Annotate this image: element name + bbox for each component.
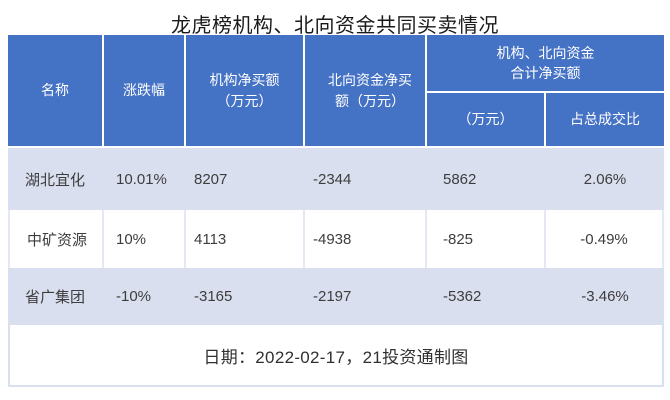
col-header-change: 涨跌幅 xyxy=(104,35,186,148)
change-cell: 10% xyxy=(104,210,186,268)
inst-net-buy-cell: 8207 xyxy=(186,148,305,210)
stock-name-cell: 中矿资源 xyxy=(8,210,104,268)
table-row: 省广集团 -10% -3165 -2197 -5362 -3.46% xyxy=(8,268,664,325)
footer-row: 日期：2022-02-17，21投资通制图 xyxy=(8,325,664,387)
combined-amount-cell: -825 xyxy=(427,210,546,268)
combined-amount-cell: -5362 xyxy=(427,268,546,325)
table-row: 中矿资源 10% 4113 -4938 -825 -0.49% xyxy=(8,210,664,268)
combined-ratio-cell: 2.06% xyxy=(546,148,664,210)
stock-name-cell: 湖北宜化 xyxy=(8,148,104,210)
col-header-inst-net-buy: 机构净买额 （万元） xyxy=(186,35,305,148)
table-row: 湖北宜化 10.01% 8207 -2344 5862 2.06% xyxy=(8,148,664,210)
combined-ratio-cell: -3.46% xyxy=(546,268,664,325)
stock-name-cell: 省广集团 xyxy=(8,268,104,325)
inst-net-buy-cell: -3165 xyxy=(186,268,305,325)
page-title: 龙虎榜机构、北向资金共同买卖情况 xyxy=(171,15,499,37)
north-net-buy-cell: -2344 xyxy=(305,148,427,210)
stock-flow-table: 名称 涨跌幅 机构净买额 （万元） 北向资金净买 额（万元） 机构、北向资金 合… xyxy=(8,35,664,387)
inst-net-buy-cell: 4113 xyxy=(186,210,305,268)
col-header-name: 名称 xyxy=(8,35,104,148)
north-net-buy-cell: -4938 xyxy=(305,210,427,268)
combined-ratio-cell: -0.49% xyxy=(546,210,664,268)
change-cell: 10.01% xyxy=(104,148,186,210)
col-header-combined-ratio: 占总成交比 xyxy=(546,93,664,148)
footer-note: 日期：2022-02-17，21投资通制图 xyxy=(8,325,664,387)
col-header-north-net-buy: 北向资金净买 额（万元） xyxy=(305,35,427,148)
col-header-combined-amount: （万元） xyxy=(427,93,546,148)
north-net-buy-cell: -2197 xyxy=(305,268,427,325)
change-cell: -10% xyxy=(104,268,186,325)
col-header-combined-group: 机构、北向资金 合计净买额 xyxy=(427,35,664,93)
combined-amount-cell: 5862 xyxy=(427,148,546,210)
